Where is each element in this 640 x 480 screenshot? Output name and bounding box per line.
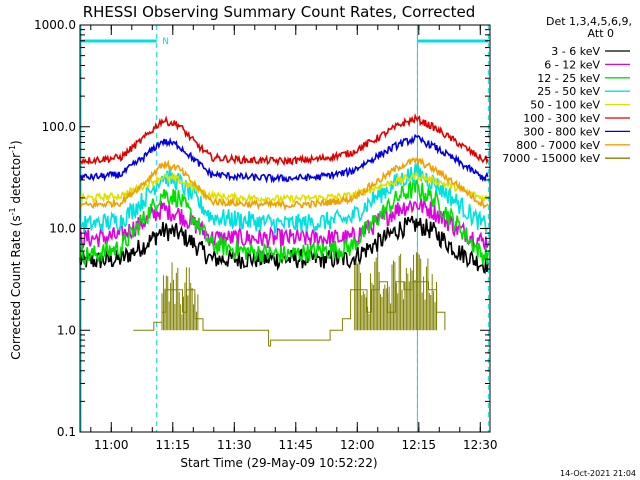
legend-label: 12 - 25 keV [537,72,600,85]
series-line [79,162,488,236]
legend-label: 6 - 12 keV [544,58,600,71]
x-tick-label: 11:30 [217,438,252,452]
y-tick-label: 1000.0 [34,18,76,32]
y-axis-label: Corrected Count Rate (s-1 detector-1) [8,140,23,359]
x-tick-label: 12:00 [340,438,375,452]
legend-label: 800 - 7000 keV [516,139,600,152]
y-tick-label: 1.0 [57,323,76,337]
chart-title: RHESSI Observing Summary Count Rates, Co… [83,3,476,21]
x-axis-label: Start Time (29-May-09 10:52:22) [180,456,377,470]
legend-label: 3 - 6 keV [551,45,600,58]
series-line [79,157,489,212]
y-tick-label: 10.0 [49,222,76,236]
night-marker-label: N [162,37,169,47]
axes: 0.1 1.0 10.0 100.0 1000.0 11:00 11:15 11:30 11:4… [34,18,498,452]
x-tick-label: 12:30 [463,438,498,452]
series-3-6-kev [79,215,489,274]
series-12-25-kev [79,179,489,266]
x-tick-label: 11:45 [278,438,313,452]
series-line [79,133,489,184]
legend-header-line-2: Att 0 [588,27,614,40]
footer-timestamp: 14-Oct-2021 21:04 [560,469,636,478]
series-line [79,179,489,266]
x-tick-label: 11:00 [94,438,129,452]
legend-label: 300 - 800 keV [523,125,600,138]
series-300-800-kev [79,133,489,184]
series-7000-15000-kev [133,252,446,347]
y-tick-label: 0.1 [57,425,76,439]
series-100-300-kev [79,113,489,167]
legend-label: 100 - 300 keV [523,112,600,125]
x-tick-label: 11:15 [155,438,190,452]
series-layer [79,113,489,347]
legend-label: 50 - 100 keV [530,99,600,112]
night-overlays: N [80,25,489,432]
x-tick-label: 12:15 [401,438,436,452]
series-line [79,170,489,205]
legend-label: 25 - 50 keV [537,85,600,98]
series-line [79,113,489,167]
legend-header-line-1: Det 1,3,4,5,6,9, [546,15,632,28]
series-line [79,215,489,274]
series-50-100-kev [79,170,489,205]
legend-label: 7000 - 15000 keV [502,152,600,165]
y-tick-label: 100.0 [42,120,76,134]
series-25-50-kev [79,162,488,236]
series-800-7000-kev [79,157,489,212]
